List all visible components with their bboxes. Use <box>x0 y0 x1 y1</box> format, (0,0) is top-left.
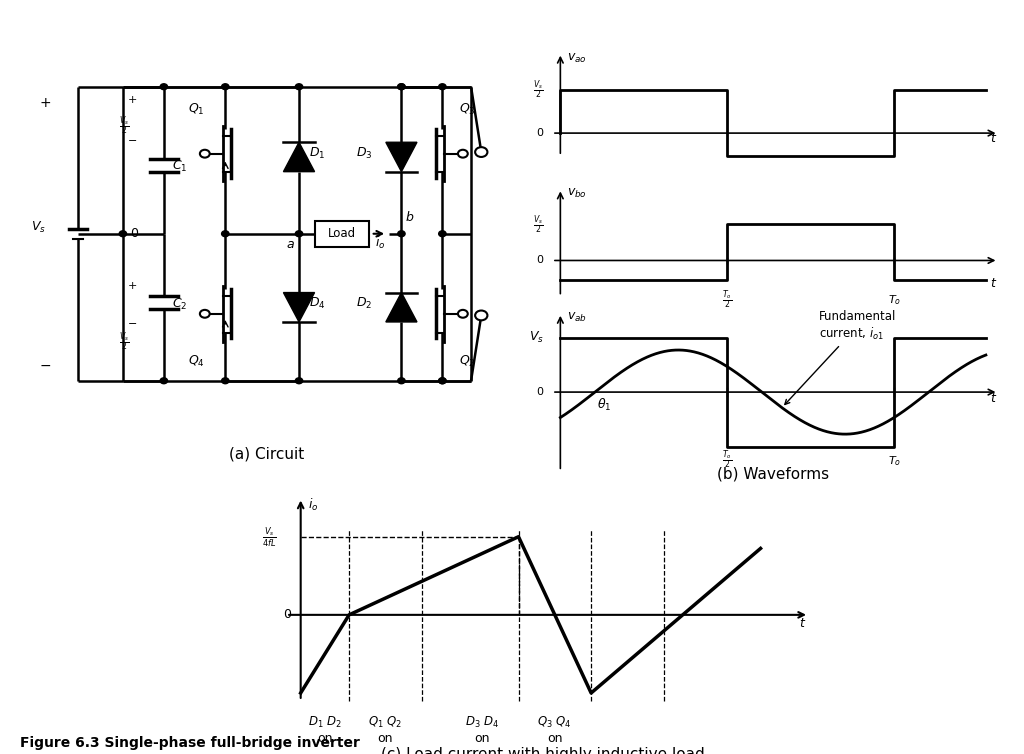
Circle shape <box>438 84 446 90</box>
Text: $\frac{T_o}{2}$: $\frac{T_o}{2}$ <box>722 289 732 311</box>
Text: on: on <box>317 732 333 745</box>
Circle shape <box>221 231 229 237</box>
Text: on: on <box>378 732 393 745</box>
Polygon shape <box>386 293 417 322</box>
Circle shape <box>221 84 229 90</box>
Text: $Q_3$: $Q_3$ <box>459 102 475 117</box>
Circle shape <box>160 84 168 90</box>
Polygon shape <box>284 293 314 322</box>
Polygon shape <box>386 143 417 172</box>
Text: $Q_2$: $Q_2$ <box>459 354 475 369</box>
Text: $\frac{V_s}{4fL}$: $\frac{V_s}{4fL}$ <box>262 525 276 549</box>
Text: $+$: $+$ <box>127 94 137 105</box>
Text: $C_2$: $C_2$ <box>172 296 187 311</box>
Text: Figure 6.3 Single-phase full-bridge inverter: Figure 6.3 Single-phase full-bridge inve… <box>20 736 360 750</box>
Text: $t$: $t$ <box>990 132 997 145</box>
Circle shape <box>295 378 303 384</box>
Circle shape <box>475 311 487 320</box>
Text: 0: 0 <box>130 227 138 241</box>
Text: $D_2$: $D_2$ <box>356 296 373 311</box>
Text: $Q_3\ Q_4$: $Q_3\ Q_4$ <box>538 715 572 730</box>
Circle shape <box>160 378 168 384</box>
Circle shape <box>475 147 487 157</box>
Text: $v_{bo}$: $v_{bo}$ <box>566 187 587 200</box>
Text: $T_o$: $T_o$ <box>888 454 901 467</box>
Text: $\frac{V_s}{2}$: $\frac{V_s}{2}$ <box>119 330 129 353</box>
Text: $v_{ab}$: $v_{ab}$ <box>566 311 587 324</box>
Text: $C_1$: $C_1$ <box>172 159 187 174</box>
Text: 0: 0 <box>537 387 544 397</box>
Text: $i_o$: $i_o$ <box>308 498 318 513</box>
Circle shape <box>458 310 468 317</box>
Text: $\frac{V_s}{2}$: $\frac{V_s}{2}$ <box>119 115 129 137</box>
Circle shape <box>200 310 210 317</box>
Text: b: b <box>406 210 414 224</box>
Text: $D_4$: $D_4$ <box>309 296 326 311</box>
Circle shape <box>295 84 303 90</box>
Text: $-$: $-$ <box>39 357 51 372</box>
Text: $+$: $+$ <box>39 96 51 110</box>
Text: $Q_1$: $Q_1$ <box>188 102 205 117</box>
Text: $\frac{T_o}{2}$: $\frac{T_o}{2}$ <box>722 449 732 471</box>
Text: $V_s$: $V_s$ <box>32 219 46 234</box>
Circle shape <box>438 378 446 384</box>
Text: $t$: $t$ <box>990 392 997 405</box>
Text: (c) Load current with highly inductive load: (c) Load current with highly inductive l… <box>381 747 705 754</box>
Bar <box>315 221 369 247</box>
Text: $Q_4$: $Q_4$ <box>188 354 205 369</box>
Text: $D_1$: $D_1$ <box>309 146 326 161</box>
Circle shape <box>438 231 446 237</box>
Text: $t$: $t$ <box>990 277 997 290</box>
Text: (b) Waveforms: (b) Waveforms <box>717 467 829 482</box>
Text: $-$: $-$ <box>127 317 137 327</box>
Text: on: on <box>547 732 562 745</box>
Text: Fundamental
current, $i_{o1}$: Fundamental current, $i_{o1}$ <box>784 310 896 404</box>
Text: $v_{ao}$: $v_{ao}$ <box>566 52 587 66</box>
Text: (a) Circuit: (a) Circuit <box>228 446 304 461</box>
Text: $\frac{V_s}{2}$: $\frac{V_s}{2}$ <box>534 78 544 102</box>
Text: $T_o$: $T_o$ <box>888 293 901 308</box>
Text: $D_3\ D_4$: $D_3\ D_4$ <box>465 715 500 730</box>
Text: $+$: $+$ <box>127 280 137 291</box>
Circle shape <box>397 84 406 90</box>
Circle shape <box>295 231 303 237</box>
Circle shape <box>397 84 406 90</box>
Text: a: a <box>287 238 294 251</box>
Text: 0: 0 <box>537 256 544 265</box>
Circle shape <box>119 231 127 237</box>
Circle shape <box>397 378 406 384</box>
Text: $\frac{V_s}{2}$: $\frac{V_s}{2}$ <box>534 213 544 236</box>
Text: $t$: $t$ <box>800 617 807 630</box>
Text: 0: 0 <box>283 608 291 621</box>
Text: $D_1\ D_2$: $D_1\ D_2$ <box>308 715 342 730</box>
Text: Load: Load <box>328 227 356 241</box>
Text: $i_o$: $i_o$ <box>375 234 385 251</box>
Circle shape <box>397 231 406 237</box>
Circle shape <box>458 150 468 158</box>
Circle shape <box>200 150 210 158</box>
Text: $Q_1\ Q_2$: $Q_1\ Q_2$ <box>369 715 402 730</box>
Text: $-$: $-$ <box>127 134 137 144</box>
Text: $D_3$: $D_3$ <box>356 146 373 161</box>
Circle shape <box>221 378 229 384</box>
Text: $\theta_1$: $\theta_1$ <box>597 397 611 413</box>
Text: on: on <box>474 732 489 745</box>
Circle shape <box>438 378 446 384</box>
Text: $V_s$: $V_s$ <box>528 330 544 345</box>
Text: 0: 0 <box>537 128 544 138</box>
Polygon shape <box>284 143 314 172</box>
